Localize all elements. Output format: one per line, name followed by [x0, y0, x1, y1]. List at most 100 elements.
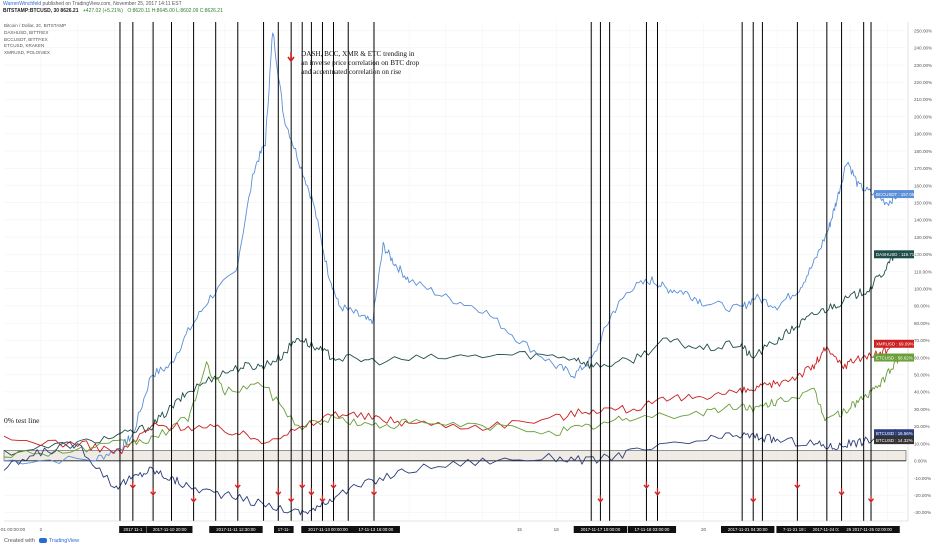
series-value-text: BCCUSDT : 157.05%	[876, 192, 918, 197]
legend-item-dash: DASHUSD, BITTREX	[4, 29, 49, 35]
x-highlight-box	[274, 526, 294, 533]
series-value-tag	[874, 436, 914, 445]
series-value-text: XMRUSD : 69.09%	[876, 342, 914, 347]
series-value-text: DASHUSD : 119.71%	[876, 252, 918, 257]
down-arrow-marker-icon	[150, 488, 157, 496]
footer: Created with TradingView	[4, 538, 79, 544]
series-value-tag	[874, 339, 914, 348]
tradingview-link[interactable]: TradingView	[48, 538, 80, 544]
series-value-text: ETCUSD : 58.62%	[876, 355, 913, 360]
y-tick-label: 120.00%	[914, 252, 932, 257]
legend-item-bcc: BCCUSDT, BITTREX	[4, 36, 48, 42]
symbol-line: BITSTAMP:BTCUSD, 30 8626.21 +427.02 (+5.…	[3, 8, 223, 14]
legend-main: Bitcoin / Dollar, 30, BITSTAMP	[4, 23, 67, 28]
y-tick-label: 180.00%	[914, 149, 932, 154]
down-arrow-marker-icon	[308, 488, 315, 496]
y-tick-label: 80.00%	[914, 321, 930, 326]
down-arrow-marker-icon	[129, 481, 136, 489]
x-highlight-label: 2017-11-13 00:00:00	[308, 527, 348, 532]
series-line-btcusd	[3, 428, 900, 516]
y-tick-label: 30.00%	[914, 407, 930, 412]
down-arrow-marker-icon	[750, 495, 757, 503]
created-with-text: Created with	[4, 538, 35, 544]
x-highlight-box	[573, 526, 628, 533]
legend-item-etc: ETCUSD, KRAKEN	[4, 43, 45, 49]
x-highlight-box	[838, 526, 900, 533]
x-highlight-label: 2017-11-10 20:00	[153, 527, 187, 532]
author-link[interactable]: WarrenWinchfeld	[3, 1, 42, 7]
x-highlight-label: 2017 11-1	[123, 527, 143, 532]
down-arrow-marker-icon	[868, 495, 875, 503]
x-highlight-label: 26 2017-11-25 02:00:00	[846, 527, 892, 532]
y-tick-label: 150.00%	[914, 200, 932, 205]
y-tick-label: 230.00%	[914, 63, 932, 68]
y-tick-label: 190.00%	[914, 132, 932, 137]
x-highlight-box	[805, 526, 860, 533]
x-highlight-box	[209, 526, 263, 533]
x-highlight-label: 17-11-13 16:00:00	[358, 527, 393, 532]
y-tick-label: 170.00%	[914, 166, 932, 171]
y-tick-label: 10.00%	[914, 441, 930, 446]
y-tick-label: -10.00%	[914, 476, 931, 481]
ohlc-values: O:8620.11 H:8645.00 L:8602.09 C:8626.21	[127, 8, 223, 14]
test-line-label: 0% test line	[4, 416, 40, 425]
x-highlight-label: 17-11-18 03:00:00	[635, 527, 670, 532]
y-tick-label: 40.00%	[914, 390, 930, 395]
x-highlight-box	[351, 526, 400, 533]
down-arrow-marker-icon	[654, 488, 661, 496]
down-arrow-marker-icon	[371, 488, 378, 496]
down-arrow-marker-icon	[190, 495, 197, 503]
series-value-tag	[874, 429, 914, 438]
y-tick-label: 220.00%	[914, 80, 932, 85]
y-tick-label: 250.00%	[914, 28, 932, 33]
down-arrow-marker-icon	[288, 495, 295, 503]
down-arrow-marker-icon	[234, 481, 241, 489]
x-highlight-box	[146, 526, 193, 533]
y-tick-label: 20.00%	[914, 424, 930, 429]
x-tick-label: 16	[554, 527, 560, 532]
x-highlight-box	[776, 526, 823, 533]
y-tick-label: 0.00%	[914, 459, 927, 464]
x-highlight-box	[301, 526, 355, 533]
down-arrow-marker-icon	[299, 481, 306, 489]
series-line-dashusd	[3, 251, 896, 456]
x-highlight-box	[119, 526, 147, 533]
y-tick-label: -30.00%	[914, 510, 931, 515]
x-highlight-label: 2017-11-21 04:30:00	[728, 527, 768, 532]
y-tick-label: 240.00%	[914, 46, 932, 51]
legend-item-xmr: XMRUSD, POLONIEX	[4, 50, 50, 56]
down-arrow-marker-icon	[275, 488, 282, 496]
series-value-tag	[874, 353, 914, 362]
series-value-tag	[874, 250, 914, 259]
tradingview-logo-icon	[38, 538, 47, 544]
y-tick-label: 60.00%	[914, 355, 930, 360]
series-legend: Bitcoin / Dollar, 30, BITSTAMP DASHUSD, …	[4, 23, 66, 57]
series-line-etcusd	[3, 357, 900, 458]
x-highlight-box	[720, 526, 775, 533]
x-tick-label: 2017-11-01 00:00:00	[0, 527, 26, 532]
down-arrow-marker-icon	[330, 481, 337, 489]
published-text: published on TradingView.com, November 2…	[41, 1, 182, 7]
annotation-arrow-icon	[287, 52, 295, 63]
x-tick-label: 2	[40, 527, 43, 532]
annotation-line-3: and accentuated correlation on rise	[301, 68, 401, 76]
down-arrow-marker-icon	[794, 481, 801, 489]
x-highlight-label: 2017-11-17 10:00:00	[581, 527, 621, 532]
price-change: +427.02 (+5.21%)	[82, 8, 123, 14]
series-value-tag	[874, 190, 914, 199]
x-tick-label: 20	[701, 527, 707, 532]
y-tick-label: 140.00%	[914, 218, 932, 223]
x-highlight-label: 2017-11-24 02:30:00	[813, 527, 853, 532]
x-highlight-label: 17-11-	[278, 527, 291, 532]
y-tick-label: 200.00%	[914, 114, 932, 119]
down-arrow-marker-icon	[643, 481, 650, 489]
x-highlight-label: 2017-11-11 12:30:00	[216, 527, 256, 532]
y-tick-label: 160.00%	[914, 183, 932, 188]
x-highlight-box	[627, 526, 677, 533]
current-price: 8626.21	[60, 8, 79, 14]
x-tick-label: 15	[517, 527, 523, 532]
y-tick-label: 50.00%	[914, 373, 930, 378]
test-line-band	[3, 450, 907, 462]
series-line-bccusdt	[3, 32, 900, 465]
